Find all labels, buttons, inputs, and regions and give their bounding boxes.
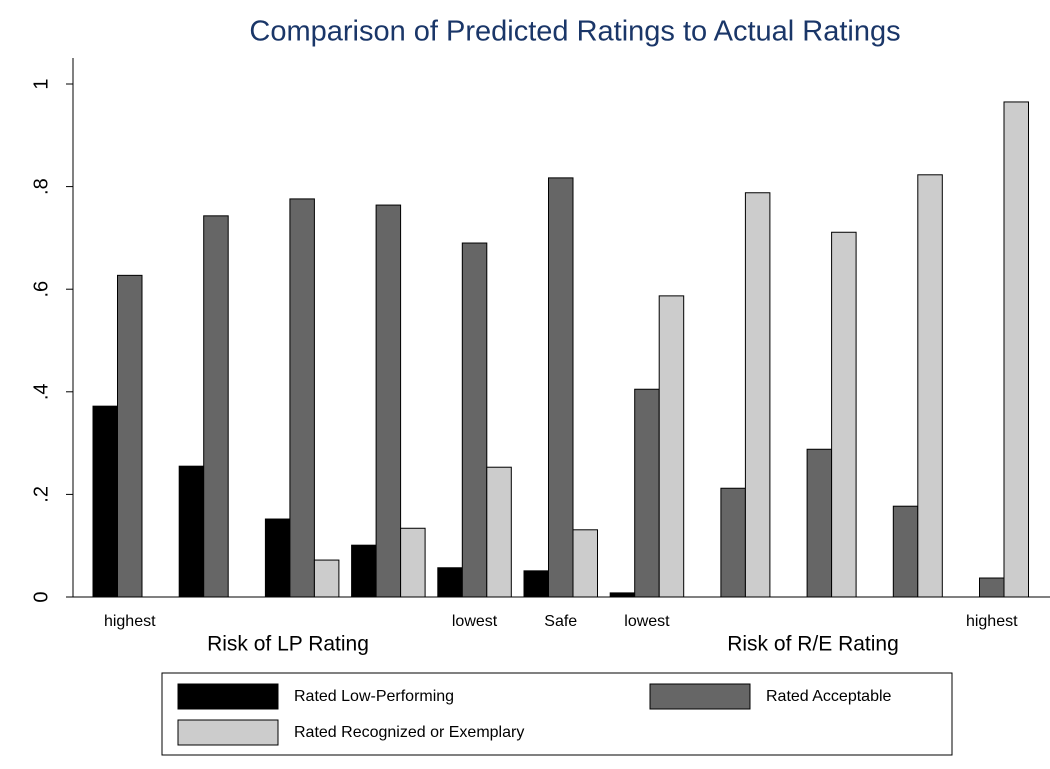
y-tick-label: 0	[30, 591, 52, 602]
bar	[289, 198, 315, 598]
bar	[744, 192, 771, 598]
axis-group-label: Risk of LP Rating	[207, 633, 369, 656]
bar	[609, 592, 636, 598]
bar	[486, 466, 512, 598]
bar	[806, 448, 833, 598]
bar	[117, 274, 143, 598]
bar	[461, 242, 488, 598]
legend-label: Rated Acceptable	[766, 688, 892, 705]
y-tick-label: .2	[30, 486, 52, 503]
y-tick-label: .4	[30, 383, 52, 400]
legend-label: Rated Low-Performing	[294, 688, 454, 705]
bar	[523, 570, 549, 598]
bar	[548, 177, 574, 598]
bar	[1003, 101, 1029, 598]
bar	[831, 231, 857, 598]
axis-group-label: Risk of R/E Rating	[727, 633, 899, 656]
legend-swatch	[177, 683, 279, 710]
bar	[203, 215, 229, 598]
x-tick-label: highest	[104, 613, 156, 630]
y-tick-label: .8	[30, 178, 52, 195]
bar	[658, 295, 685, 598]
bar	[178, 465, 205, 598]
chart-title: Comparison of Predicted Ratings to Actua…	[249, 16, 900, 48]
bar	[400, 527, 426, 598]
bar	[375, 204, 402, 598]
x-tick-label: Safe	[544, 613, 577, 630]
bar	[720, 487, 746, 598]
bar	[979, 577, 1005, 598]
x-tick-label: lowest	[624, 613, 670, 630]
y-tick-label: .6	[30, 281, 52, 298]
legend-swatch	[649, 683, 751, 710]
y-tick-label: 1	[30, 78, 52, 89]
bar	[572, 529, 598, 598]
bar	[264, 518, 291, 598]
x-tick-label: highest	[966, 613, 1018, 630]
legend-swatch	[177, 719, 279, 746]
x-tick-label: lowest	[452, 613, 498, 630]
bar	[313, 559, 340, 598]
bar	[892, 505, 919, 598]
legend-box	[161, 672, 953, 756]
bar	[92, 405, 118, 598]
legend-label: Rated Recognized or Exemplary	[294, 724, 524, 741]
bar	[634, 388, 660, 598]
bar	[437, 567, 463, 598]
bar	[351, 544, 377, 598]
bar	[917, 174, 943, 598]
